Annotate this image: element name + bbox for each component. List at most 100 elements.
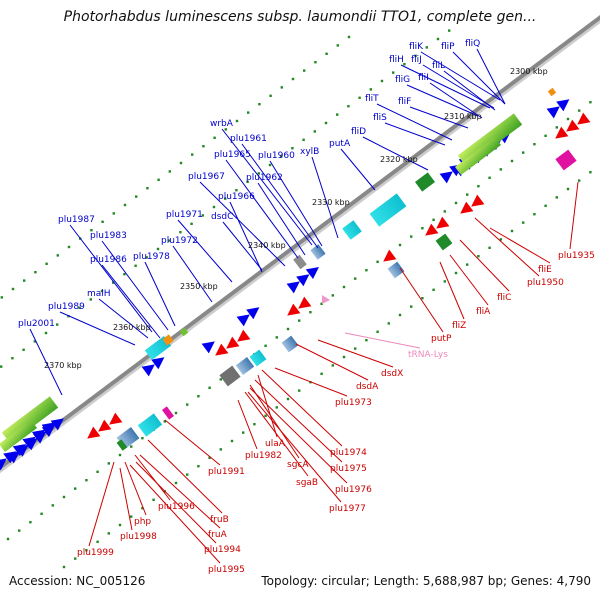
forward-gene-arrow (439, 171, 453, 184)
reverse-gene-label: plu1977 (329, 504, 366, 514)
tick-dot (421, 227, 424, 230)
tick-dot (197, 465, 200, 468)
tick-dot (398, 243, 402, 247)
reverse-gene-arrow (215, 343, 229, 356)
reverse-gene-arrow (87, 426, 101, 439)
reverse-gene-arrow (471, 194, 485, 207)
leader-line (225, 159, 299, 259)
tick-dot (387, 322, 390, 325)
tick-dot (51, 504, 54, 507)
tick-dot (533, 143, 536, 146)
tick-dot (6, 537, 10, 541)
domain-bar-darkgreen (415, 172, 435, 192)
leader-line (406, 84, 479, 117)
domain-bar-green (455, 136, 501, 176)
reverse-gene-label: fliA (476, 307, 491, 317)
reverse-gene-label: putP (431, 334, 452, 344)
tick-dot (325, 52, 328, 55)
reverse-gene-label: plu1973 (335, 398, 372, 408)
accession-text: Accession: NC_005126 (9, 574, 146, 588)
tick-dot (157, 178, 160, 181)
reverse-gene-arrow (555, 126, 569, 139)
tick-dot (324, 121, 328, 125)
forward-gene-label: plu1966 (218, 192, 255, 202)
trna-gene-label: tRNA-Lys (408, 350, 448, 360)
forward-gene-label: plu1962 (246, 173, 283, 183)
reverse-gene-arrow (98, 419, 112, 432)
tick-dot (336, 113, 339, 116)
tick-dot (179, 161, 183, 165)
tick-dot (280, 155, 283, 158)
tick-dot (454, 271, 458, 275)
tick-dot (44, 331, 48, 335)
leader-line (340, 148, 376, 191)
reverse-gene-label: fliC (497, 293, 511, 303)
tick-dot (286, 327, 290, 331)
leader-line (144, 261, 176, 327)
forward-gene-arrow (546, 106, 560, 119)
leader-line (257, 374, 278, 438)
leader-line (474, 217, 540, 277)
forward-gene-label: plu2001 (18, 319, 55, 329)
leader-line (101, 240, 169, 331)
leader-line (429, 82, 483, 119)
tick-dot (141, 507, 144, 510)
tick-dot (477, 255, 480, 258)
tick-dot (268, 163, 272, 167)
forward-gene-arrow (296, 274, 310, 287)
tick-dot (45, 262, 48, 265)
reverse-gene-label: plu1976 (335, 485, 372, 495)
reverse-gene-label: plu1950 (527, 278, 564, 288)
tick-dot (477, 185, 480, 188)
genome-info-text: Topology: circular; Length: 5,688,987 bp… (261, 574, 591, 588)
leader-line (199, 181, 286, 267)
tick-dot (303, 69, 306, 72)
tick-dot (141, 437, 144, 440)
tick-dot (376, 330, 379, 333)
leader-line (399, 267, 444, 333)
forward-gene-arrow (246, 307, 260, 320)
tick-dot (555, 196, 558, 199)
forward-gene-label: plu1972 (161, 236, 198, 246)
forward-gene-label: plu1965 (214, 150, 251, 160)
kbp-label: 2370 kbp (44, 361, 82, 370)
reverse-gene-label: fliE (538, 265, 552, 275)
forward-gene-label: fliD (351, 127, 366, 137)
reverse-gene-arrow (287, 303, 301, 316)
tick-dot (578, 179, 581, 182)
reverse-gene-arrow (577, 112, 591, 125)
tick-dot (130, 515, 133, 518)
tick-dot (275, 336, 278, 339)
leader-line (88, 461, 115, 547)
kbp-label: 2310 kbp (444, 112, 482, 121)
leader-line (172, 245, 213, 303)
reverse-gene-arrow (460, 201, 474, 214)
forward-gene-label: xylB (300, 147, 319, 157)
tick-dot (107, 532, 110, 535)
tick-dot (179, 231, 182, 234)
leader-line (376, 103, 453, 141)
tick-dot (380, 79, 384, 83)
kbp-label: 2340 kbp (248, 241, 286, 250)
leader-line (247, 391, 342, 503)
domain-bar-steel (281, 335, 299, 353)
tick-dot (85, 549, 88, 552)
kbp-label: 2350 kbp (180, 282, 218, 291)
reverse-gene-label: dsdX (381, 369, 403, 379)
tick-dot (454, 201, 458, 205)
forward-gene-label: fliS (373, 113, 387, 123)
tick-dot (555, 126, 558, 129)
tick-dot (0, 365, 3, 368)
tick-dot (11, 357, 14, 360)
leader-line (139, 454, 221, 529)
reverse-gene-label: plu1975 (330, 464, 367, 474)
reverse-gene-label: php (134, 517, 151, 527)
forward-gene-label: plu1986 (90, 255, 127, 265)
reverse-gene-label: dsdA (356, 382, 379, 392)
tick-dot (443, 210, 446, 213)
tick-dot (34, 271, 37, 274)
tick-dot (96, 470, 99, 473)
leader-line (249, 384, 300, 459)
forward-gene-label: fliK (409, 42, 424, 52)
domain-bar-cyan (137, 413, 163, 437)
